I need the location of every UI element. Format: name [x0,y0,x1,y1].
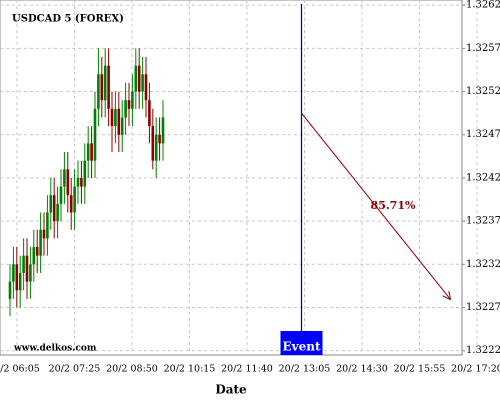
candle-body [124,100,127,118]
y-tick-label: 1.3232 [466,259,500,270]
candle-body [100,74,104,101]
candle-body [52,195,56,222]
candle-body [25,255,29,282]
candle-body [56,203,59,222]
x-tick-label: 0/2 06:05 [0,364,40,375]
candle-body [107,65,110,109]
y-tick-label: 1.3247 [466,129,500,140]
candle-body [110,108,114,127]
x-tick-label: 20/2 11:40 [221,364,273,375]
candle-body [22,255,25,273]
candle-body [12,264,15,282]
candle-body [83,160,87,187]
candle-body [76,177,80,187]
candle-body [148,100,151,127]
candle-body [93,108,97,161]
candle-body [63,169,66,187]
event-label: Event [282,340,320,354]
y-tick-label: 1.3257 [466,43,500,54]
x-tick-label: 20/2 14:30 [336,364,388,375]
candle-body [158,134,161,144]
candle-body [137,65,141,92]
candle-body [32,247,36,265]
x-tick-label: 20/2 08:50 [106,364,158,375]
candle-body [154,134,158,161]
candle-body [35,247,39,256]
y-tick-label: 1.3252 [466,86,500,97]
x-axis-title: Date [215,383,247,397]
y-tick-label: 1.3242 [466,172,500,183]
candle-body [131,91,134,109]
candle-body [120,117,124,135]
y-tick-label: 1.3227 [466,302,500,313]
candle-body [29,264,32,282]
x-tick-label: 20/2 13:05 [279,364,331,375]
candle-body [141,74,144,92]
candle-body [90,143,93,161]
x-tick-label: 20/2 17:20 [451,364,500,375]
candle-body [66,169,70,196]
y-tick-label: 1.3222 [466,345,500,356]
candle-body [134,65,138,92]
candle-body [49,195,53,213]
candle-body [127,100,131,109]
candle-body [86,143,90,161]
candle-body [144,74,148,101]
candle-body [151,126,155,161]
candle-body [103,65,107,101]
forecast-label: 85.71% [371,199,416,212]
y-tick-label: 1.3262 [466,0,500,11]
x-tick-label: 20/2 15:55 [394,364,446,375]
watermark: www.delkos.com [13,344,97,354]
candle-body [59,186,63,204]
candle-body [73,186,76,213]
candle-body [97,74,100,109]
candle-body [39,229,42,256]
candle-body [8,281,12,299]
forecast-arrow [301,112,451,299]
candle-body [42,229,46,239]
candle-body [69,195,73,213]
event-box [280,331,323,355]
candle-body [161,117,165,144]
chart-title: USDCAD 5 (FOREX) [12,14,124,25]
candle-body [117,108,121,135]
y-tick-label: 1.3237 [466,216,500,227]
x-tick-label: 20/2 10:15 [164,364,216,375]
candle-body [80,177,83,187]
candle-body [46,212,49,239]
candle-body [114,108,117,127]
x-tick-label: 20/2 07:25 [49,364,101,375]
candle-body [18,272,22,291]
candle-body [15,264,19,291]
